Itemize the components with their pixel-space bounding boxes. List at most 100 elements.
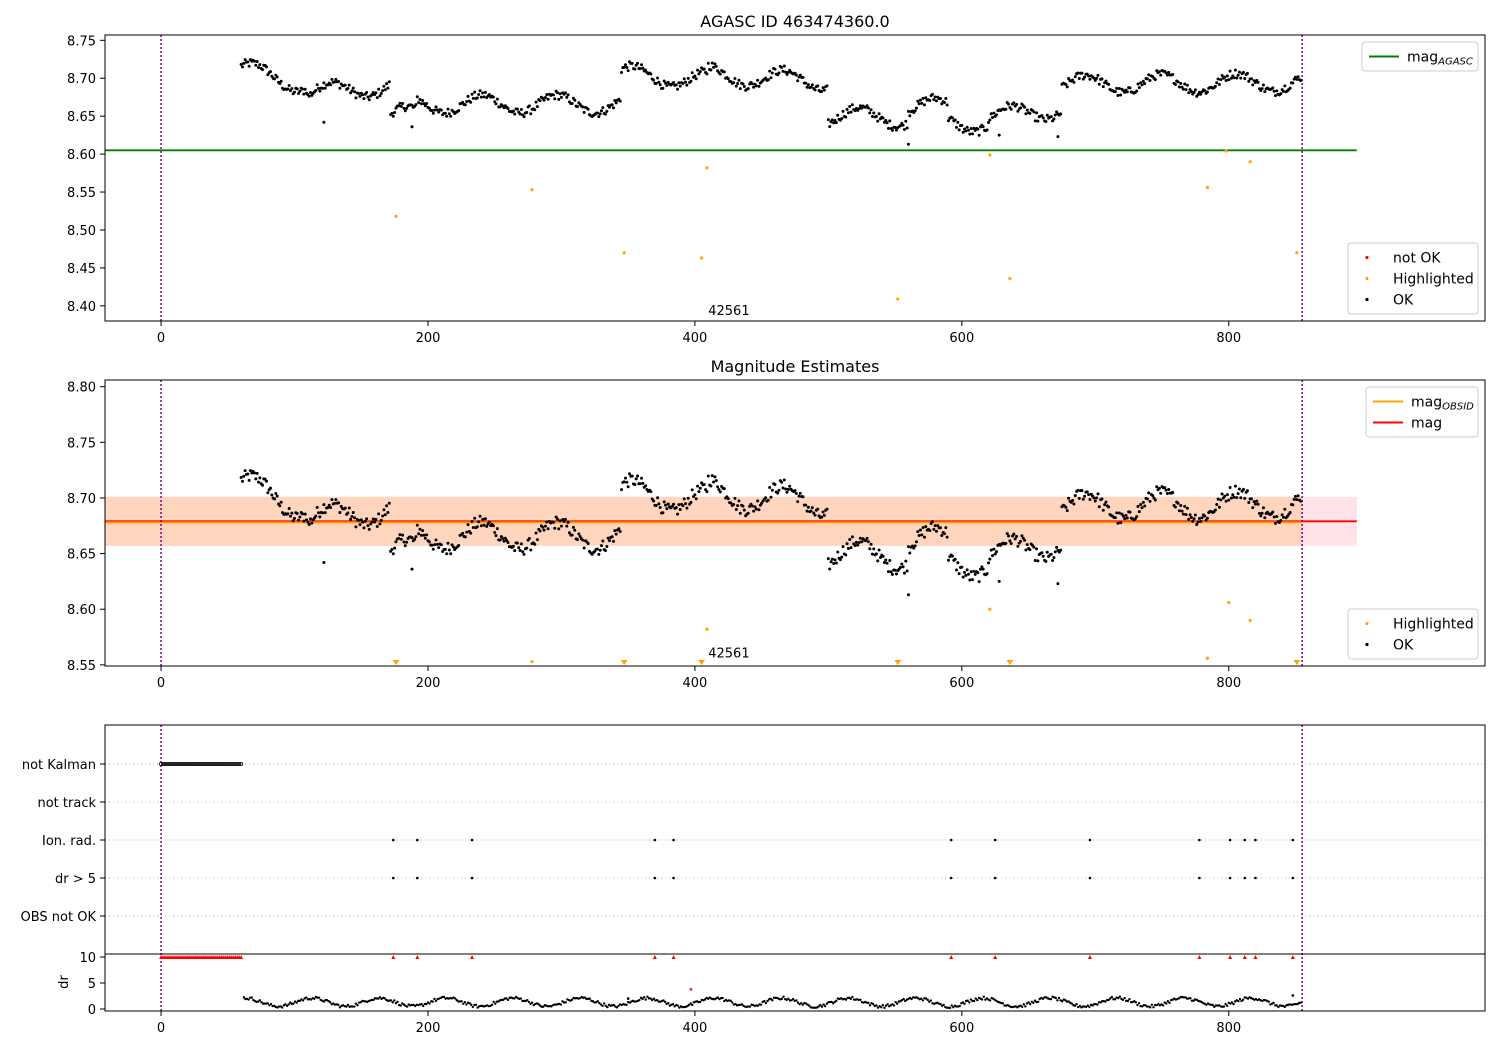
ok-point — [626, 69, 630, 73]
ok-point — [1296, 75, 1300, 79]
ok-point — [613, 529, 617, 533]
dr-point — [1137, 1002, 1141, 1005]
ok-point — [525, 546, 529, 550]
ok-point — [684, 80, 688, 84]
ok-point — [737, 499, 741, 503]
dr-point — [699, 1000, 702, 1004]
ok-point — [343, 83, 347, 87]
ok-point — [258, 63, 262, 67]
ok-point — [985, 572, 989, 576]
dr-point — [1225, 1004, 1229, 1008]
ok-point — [433, 543, 437, 547]
ok-point — [1025, 543, 1029, 547]
ok-point — [780, 66, 784, 70]
ok-point — [527, 537, 531, 541]
dr-point — [976, 998, 979, 1002]
ok-point — [689, 79, 693, 83]
ok-point — [756, 499, 760, 503]
ok-point — [298, 515, 302, 519]
dr-point — [1118, 995, 1122, 998]
ok-point — [757, 84, 761, 88]
ok-point — [358, 94, 362, 98]
flag-point — [1243, 876, 1247, 880]
dr-axis-label: dr — [57, 975, 72, 989]
ok-point — [858, 104, 862, 108]
ok-point — [1189, 515, 1193, 519]
ok-point — [1255, 499, 1259, 503]
ok-point — [535, 538, 539, 542]
dr-point — [896, 1002, 899, 1005]
ok-point — [712, 480, 716, 484]
ok-point — [644, 484, 648, 488]
ok-point — [649, 490, 653, 494]
dr-point — [1027, 1001, 1030, 1004]
ok-point — [833, 558, 837, 562]
ok-point — [922, 103, 926, 107]
ok-point — [1052, 556, 1056, 560]
ok-point — [1020, 534, 1024, 538]
dr-point — [729, 999, 732, 1003]
ok-point — [972, 569, 976, 573]
ok-point — [622, 480, 626, 484]
ok-point — [307, 522, 311, 526]
ok-point — [1159, 491, 1163, 495]
ok-point — [746, 511, 750, 515]
ok-point — [625, 65, 629, 69]
dr-point — [868, 1004, 872, 1007]
ok-point — [431, 547, 435, 551]
dr-point — [1110, 995, 1114, 999]
ok-point — [435, 108, 439, 112]
magnitude-estimates-axes: 0 200 400 600 800 8.55 8.60 8.65 8.70 8.75 8.80 Ma… — [67, 357, 1486, 691]
ok-point — [483, 90, 487, 94]
ok-point — [437, 110, 441, 114]
ok-point — [877, 548, 881, 552]
ok-point — [1295, 498, 1299, 502]
flag-point — [1088, 838, 1092, 842]
ok-point — [1216, 497, 1220, 501]
ok-point — [987, 120, 991, 124]
ok-point — [710, 61, 714, 65]
ok-point — [752, 85, 756, 89]
ok-point — [1245, 489, 1249, 493]
legend-lower: Highlighted OK — [1347, 608, 1479, 660]
ok-point — [493, 530, 497, 534]
ok-point — [1065, 85, 1069, 89]
ok-point — [976, 127, 980, 131]
ok-point — [290, 87, 294, 91]
ok-point — [1033, 558, 1037, 562]
ok-point — [373, 520, 377, 524]
ok-point — [287, 507, 291, 511]
flag-point — [161, 762, 166, 767]
ok-point — [270, 493, 274, 497]
ok-point — [582, 110, 586, 114]
ok-point — [1123, 90, 1127, 94]
dr-point — [1020, 1005, 1024, 1009]
ok-point — [942, 101, 946, 105]
y-tick-label: 8.55 — [67, 186, 96, 201]
ok-point — [798, 73, 802, 77]
ok-point — [686, 496, 690, 500]
ok-point — [445, 114, 449, 118]
ok-point — [264, 65, 268, 69]
dr-point — [463, 1000, 467, 1004]
dr-point — [671, 1002, 675, 1006]
ok-point — [804, 81, 808, 85]
dr-flag-marker — [391, 955, 396, 959]
ok-point — [362, 97, 366, 101]
flag-point — [163, 762, 168, 767]
ok-point — [314, 514, 318, 518]
ok-point — [361, 93, 365, 97]
ok-point — [239, 62, 243, 66]
ok-point — [676, 512, 680, 516]
dr-point — [1184, 996, 1187, 999]
ok-point — [944, 526, 948, 530]
ok-point — [633, 67, 637, 71]
ok-point — [781, 69, 785, 73]
ok-point — [1213, 508, 1217, 512]
ok-point — [950, 554, 954, 558]
ok-point — [910, 544, 914, 548]
dr-point — [434, 999, 438, 1003]
dr-point — [378, 996, 382, 999]
dr-point — [317, 996, 321, 999]
ok-point — [989, 112, 993, 116]
